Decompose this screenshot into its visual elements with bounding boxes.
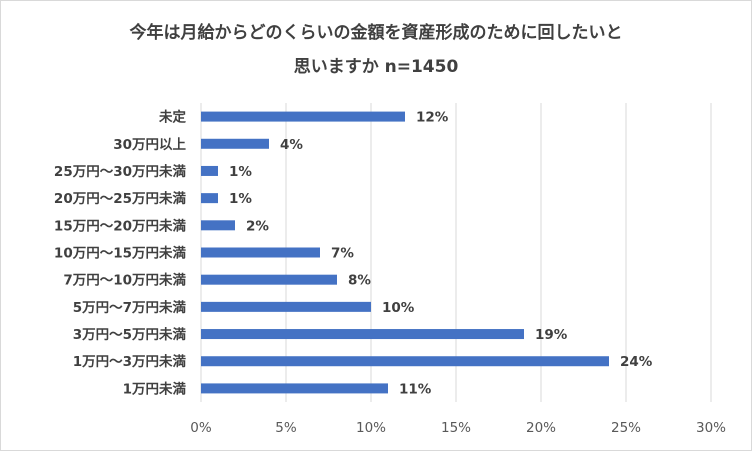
bar-9 bbox=[201, 329, 524, 340]
x-tick-label-10: 10% bbox=[356, 420, 386, 436]
data-label-1: 12% bbox=[416, 110, 449, 126]
category-label-5: 15万円～20万円未満 bbox=[54, 217, 187, 234]
bar-1 bbox=[201, 111, 405, 122]
data-label-2: 4% bbox=[280, 137, 303, 153]
category-label-6: 10万円～15万円未満 bbox=[54, 245, 187, 262]
bar-2 bbox=[201, 138, 269, 149]
bar-5 bbox=[201, 220, 235, 231]
x-tick-label-30: 30% bbox=[696, 420, 726, 436]
bar-10 bbox=[201, 356, 609, 367]
x-tick-label-5: 5% bbox=[275, 420, 297, 436]
data-label-3: 1% bbox=[229, 164, 252, 180]
bar-4 bbox=[201, 193, 218, 204]
data-label-5: 2% bbox=[246, 218, 269, 234]
category-label-8: 5万円～7万円未満 bbox=[73, 299, 187, 316]
data-label-6: 7% bbox=[331, 246, 354, 262]
category-label-11: 1万円未満 bbox=[123, 380, 187, 397]
x-tick-label-15: 15% bbox=[441, 420, 471, 436]
x-tick-label-0: 0% bbox=[190, 420, 212, 436]
x-tick-label-20: 20% bbox=[526, 420, 556, 436]
bar-8 bbox=[201, 301, 371, 312]
bar-6 bbox=[201, 247, 320, 258]
bar-3 bbox=[201, 165, 218, 176]
category-label-4: 20万円～25万円未満 bbox=[54, 190, 187, 207]
category-label-9: 3万円～5万円未満 bbox=[73, 326, 187, 343]
data-label-11: 11% bbox=[399, 381, 432, 397]
category-label-10: 1万円～3万円未満 bbox=[73, 353, 187, 370]
chart-title-line-1: 今年は月給からどのくらいの金額を資産形成のために回したいと bbox=[129, 23, 623, 43]
category-label-2: 30万円以上 bbox=[113, 137, 186, 153]
data-label-9: 19% bbox=[535, 327, 568, 343]
category-label-7: 7万円～10万円未満 bbox=[63, 272, 186, 289]
bar-7 bbox=[201, 274, 337, 285]
x-tick-label-25: 25% bbox=[611, 420, 641, 436]
data-label-10: 24% bbox=[620, 354, 653, 370]
data-label-8: 10% bbox=[382, 300, 415, 316]
category-label-1: 未定 bbox=[159, 109, 186, 126]
chart-title-line-2: 思いますか n=1450 bbox=[293, 57, 459, 77]
data-label-7: 8% bbox=[348, 273, 371, 289]
data-label-4: 1% bbox=[229, 191, 252, 207]
category-label-3: 25万円～30万円未満 bbox=[54, 163, 187, 180]
bar-11 bbox=[201, 383, 388, 394]
